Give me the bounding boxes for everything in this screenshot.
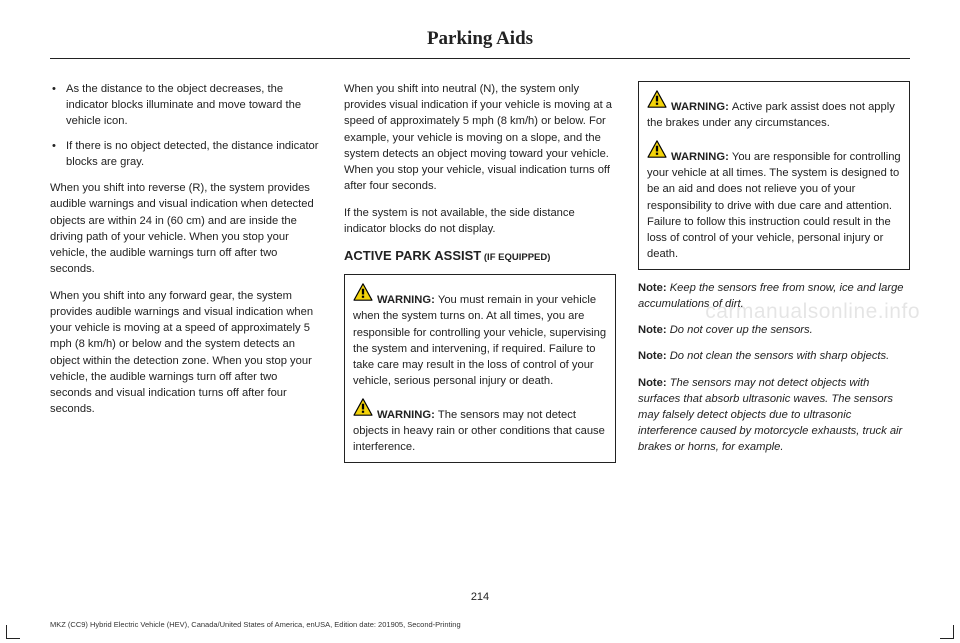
heading-main: ACTIVE PARK ASSIST (344, 248, 481, 263)
page-number: 214 (0, 591, 960, 603)
warning-box: WARNING: Active park assist does not app… (638, 81, 910, 270)
content-columns: As the distance to the object decreases,… (50, 81, 910, 473)
body-paragraph: If the system is not available, the side… (344, 205, 616, 237)
note-paragraph: Note: Keep the sensors free from snow, i… (638, 280, 910, 312)
column-3: WARNING: Active park assist does not app… (638, 81, 910, 473)
warning-triangle-icon (647, 140, 667, 163)
warning-item: WARNING: You are responsible for control… (647, 140, 901, 263)
warning-box: WARNING: You must remain in your vehicle… (344, 274, 616, 463)
note-paragraph: Note: Do not clean the sensors with shar… (638, 348, 910, 364)
warning-triangle-icon (353, 283, 373, 306)
warning-label: WARNING: (377, 294, 438, 306)
note-label: Note: (638, 324, 670, 336)
warning-item: WARNING: Active park assist does not app… (647, 90, 901, 132)
note-text: Keep the sensors free from snow, ice and… (638, 282, 904, 310)
note-label: Note: (638, 350, 670, 362)
body-paragraph: When you shift into reverse (R), the sys… (50, 180, 322, 277)
warning-item: WARNING: You must remain in your vehicle… (353, 283, 607, 390)
heading-sub: (IF EQUIPPED) (481, 252, 550, 263)
list-item: As the distance to the object decreases,… (50, 81, 322, 130)
warning-label: WARNING: (671, 151, 732, 163)
note-paragraph: Note: The sensors may not detect objects… (638, 375, 910, 456)
column-1: As the distance to the object decreases,… (50, 81, 322, 473)
column-2: When you shift into neutral (N), the sys… (344, 81, 616, 473)
bullet-list: As the distance to the object decreases,… (50, 81, 322, 170)
note-text: Do not cover up the sensors. (670, 324, 813, 336)
note-label: Note: (638, 377, 670, 389)
warning-item: WARNING: The sensors may not detect obje… (353, 398, 607, 456)
warning-triangle-icon (353, 398, 373, 421)
note-text: The sensors may not detect objects with … (638, 377, 902, 454)
note-paragraph: Note: Do not cover up the sensors. (638, 322, 910, 338)
warning-label: WARNING: (671, 101, 732, 113)
warning-triangle-icon (647, 90, 667, 113)
warning-text: You must remain in your vehicle when the… (353, 294, 606, 387)
crop-mark-icon (6, 625, 20, 639)
note-text: Do not clean the sensors with sharp obje… (670, 350, 890, 362)
crop-mark-icon (940, 625, 954, 639)
note-label: Note: (638, 282, 670, 294)
page-title: Parking Aids (50, 28, 910, 59)
body-paragraph: When you shift into any forward gear, th… (50, 288, 322, 418)
warning-label: WARNING: (377, 409, 438, 421)
footer-meta: MKZ (CC9) Hybrid Electric Vehicle (HEV),… (50, 620, 461, 629)
list-item: If there is no object detected, the dist… (50, 138, 322, 170)
section-heading: ACTIVE PARK ASSIST (IF EQUIPPED) (344, 247, 616, 266)
body-paragraph: When you shift into neutral (N), the sys… (344, 81, 616, 195)
warning-text: You are responsible for controlling your… (647, 151, 901, 260)
